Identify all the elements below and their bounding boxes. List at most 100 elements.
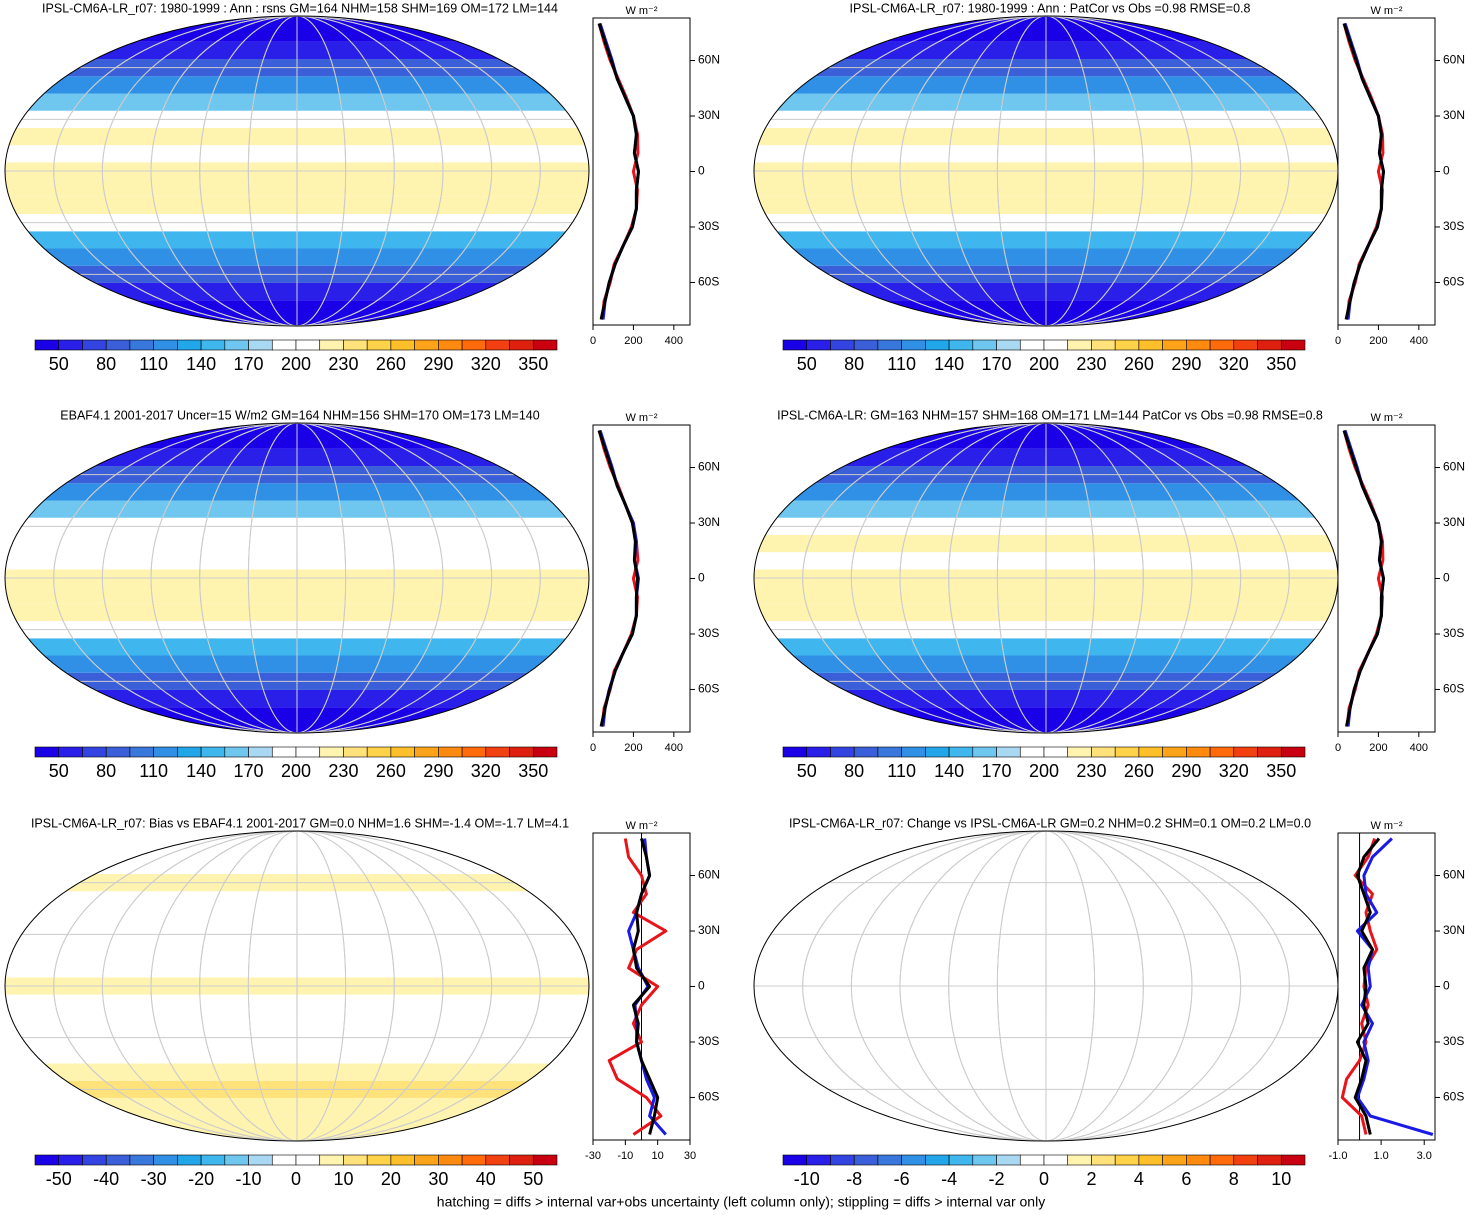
y-tick-label: 60S xyxy=(1443,1090,1464,1104)
y-tick-label: 60N xyxy=(1443,53,1465,67)
colorbar-box xyxy=(224,1154,249,1166)
colorbar-box xyxy=(853,339,879,351)
y-tick-label: 30N xyxy=(698,108,720,122)
colorbar-box xyxy=(438,1154,463,1166)
colorbar-box xyxy=(105,1154,131,1166)
colorbar-box xyxy=(509,1154,534,1166)
colorbar-box xyxy=(105,746,131,758)
panel-title: IPSL-CM6A-LR: GM=163 NHM=157 SHM=168 OM=… xyxy=(777,408,1323,422)
colorbar-label: 140 xyxy=(186,761,216,781)
x-tick-label: 0 xyxy=(1335,742,1341,754)
x-tick-label: 400 xyxy=(665,742,683,754)
colorbar-label: -10 xyxy=(236,1169,262,1189)
colorbar-box xyxy=(248,746,273,758)
colorbar-box xyxy=(58,339,83,351)
profile-line xyxy=(607,838,668,1136)
colorbar-box xyxy=(177,746,202,758)
colorbar-box xyxy=(414,1154,439,1166)
colorbar-box xyxy=(82,339,107,351)
y-tick-label: 60S xyxy=(1443,682,1464,696)
colorbar-box xyxy=(34,339,60,351)
colorbar-box xyxy=(996,339,1021,351)
colorbar-box xyxy=(1067,1154,1092,1166)
colorbar-box xyxy=(1186,746,1211,758)
colorbar-box xyxy=(1138,746,1163,758)
colorbar-box xyxy=(925,339,950,351)
colorbar-box xyxy=(366,746,392,758)
profile-unit: W m⁻² xyxy=(625,412,657,424)
colorbar-box xyxy=(390,339,415,351)
colorbar-box xyxy=(414,746,439,758)
colorbar-box xyxy=(200,339,226,351)
colorbar-label: 110 xyxy=(139,761,168,781)
colorbar-box xyxy=(129,339,154,351)
colorbar-label: -2 xyxy=(989,1169,1005,1189)
y-tick-label: 60S xyxy=(1443,275,1464,289)
colorbar-box xyxy=(177,339,202,351)
y-tick-label: 60N xyxy=(698,460,720,474)
colorbar-box xyxy=(200,746,226,758)
colorbar-box xyxy=(948,746,974,758)
colorbar-label: 230 xyxy=(328,761,358,781)
colorbar-box xyxy=(1186,1154,1211,1166)
colorbar-label: -10 xyxy=(794,1169,820,1189)
colorbar-box xyxy=(532,746,558,758)
colorbar-label: 140 xyxy=(186,354,216,374)
y-tick-label: 30S xyxy=(1443,626,1464,640)
colorbar-label: 110 xyxy=(139,354,168,374)
y-tick-label: 0 xyxy=(1443,571,1450,585)
colorbar-label: 350 xyxy=(518,354,548,374)
colorbar-box xyxy=(485,339,510,351)
colorbar-label: 350 xyxy=(1266,761,1296,781)
colorbar-box xyxy=(901,339,926,351)
profile-frame xyxy=(592,424,691,733)
footnote: hatching = diffs > internal var+obs unce… xyxy=(437,1194,1045,1210)
map-border xyxy=(4,422,590,734)
colorbar-label: 350 xyxy=(1266,354,1296,374)
colorbar-box xyxy=(1257,339,1282,351)
colorbar-box xyxy=(153,1154,178,1166)
x-tick-label: 200 xyxy=(1369,335,1387,347)
profile-line xyxy=(1342,23,1385,320)
y-tick-label: 30S xyxy=(1443,219,1464,233)
colorbar-box xyxy=(58,746,83,758)
colorbar-box xyxy=(438,746,463,758)
colorbar-box xyxy=(877,1154,902,1166)
y-tick-label: 30S xyxy=(1443,1034,1464,1048)
profile-unit: W m⁻² xyxy=(1370,820,1402,832)
colorbar-label: 6 xyxy=(1181,1169,1191,1189)
colorbar-label: 0 xyxy=(1039,1169,1049,1189)
profile-line xyxy=(1353,837,1381,1135)
colorbar-box xyxy=(532,339,558,351)
colorbar-label: 30 xyxy=(428,1169,448,1189)
colorbar-label: 2 xyxy=(1086,1169,1096,1189)
colorbar-box xyxy=(343,1154,368,1166)
colorbar-label: 200 xyxy=(1029,354,1059,374)
map xyxy=(5,831,589,1141)
y-tick-label: 60S xyxy=(698,1090,719,1104)
y-tick-label: 0 xyxy=(1443,164,1450,178)
colorbar-box xyxy=(200,1154,226,1166)
map xyxy=(754,423,1338,733)
colorbar-label: 260 xyxy=(376,761,406,781)
colorbar-box xyxy=(295,1154,321,1166)
y-tick-label: 60N xyxy=(1443,460,1465,474)
colorbar-box xyxy=(1233,746,1258,758)
x-tick-label: 0 xyxy=(1335,335,1341,347)
profile-unit: W m⁻² xyxy=(1370,5,1402,17)
colorbar-box xyxy=(1233,339,1258,351)
profile-line xyxy=(1355,837,1434,1136)
colorbar-label: 50 xyxy=(49,354,69,374)
colorbar-label: 8 xyxy=(1229,1169,1239,1189)
colorbar-label: 260 xyxy=(1124,354,1154,374)
colorbar-box xyxy=(782,1154,808,1166)
colorbar-label: -20 xyxy=(188,1169,214,1189)
colorbar-box xyxy=(390,1154,415,1166)
colorbar-label: 10 xyxy=(333,1169,353,1189)
x-tick-label: 200 xyxy=(624,335,642,347)
colorbar-label: 230 xyxy=(328,354,358,374)
colorbar-box xyxy=(1043,746,1069,758)
y-tick-label: 0 xyxy=(1443,979,1450,993)
colorbar-label: 20 xyxy=(381,1169,401,1189)
